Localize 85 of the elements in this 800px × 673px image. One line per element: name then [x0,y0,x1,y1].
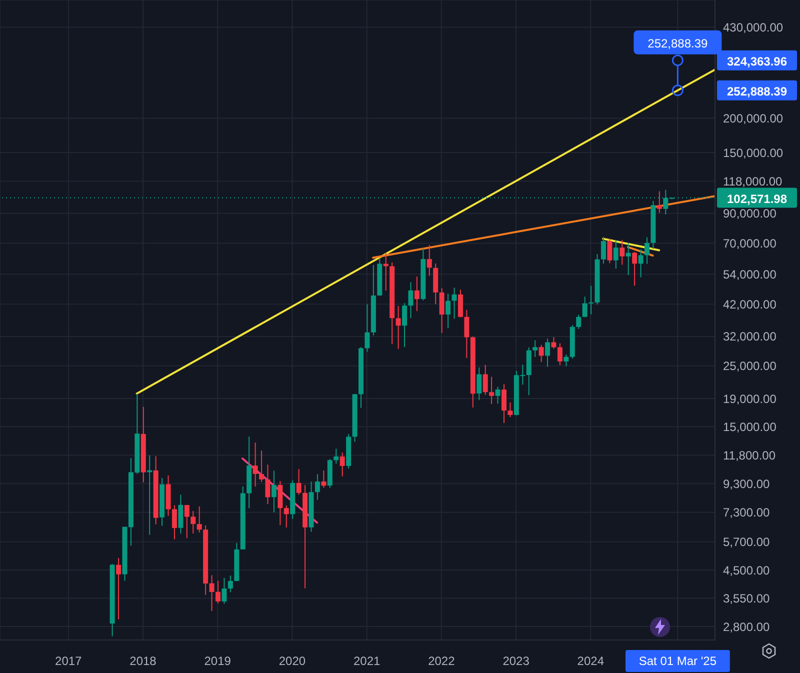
text: 252,888.39 [726,84,788,98]
candlestick [551,336,556,350]
candlestick [489,376,494,404]
candlestick [446,293,451,329]
candlestick [228,575,233,593]
candlestick [265,464,270,505]
x-tick-label: 2020 [278,654,306,668]
x-tick-label: 2023 [502,654,530,668]
candlestick [284,504,289,528]
candlestick [656,190,662,214]
candlestick [178,494,184,534]
y-tick-label: 11,800.00 [723,448,776,462]
candlestick [644,236,650,264]
candlestick [607,238,612,264]
y-tick-label: 90,000.00 [723,206,777,221]
candlestick [576,314,582,330]
candlestick [502,384,506,424]
y-tick-label: 15,000.00 [723,420,777,434]
candlestick [564,354,569,367]
annotation: 252,888.39 [648,36,708,50]
candlestick [638,248,644,278]
candlestick [632,251,638,286]
y-tick-label: 2,800.00 [723,620,770,634]
candlestick [582,296,588,318]
y-tick-label: 19,000.00 [723,392,777,406]
candlestick [196,506,202,533]
candlestick [271,470,276,513]
candlestick [476,366,482,400]
y-tick-label: 5,700.00 [723,535,770,550]
candlestick [588,285,594,315]
x-tick-label: 2022 [428,654,456,668]
candlestick [414,276,420,312]
x-tick-label: 2021 [353,654,380,668]
x-tick-label: Sat 01 Mar '25 [638,654,717,668]
y-tick-label: 430,000.00 [723,20,784,34]
candlestick [532,340,538,358]
candlestick [613,239,618,270]
x-tick-label: 2018 [130,654,157,668]
candlestick [452,287,457,320]
y-tick-label: 4,500.00 [723,563,770,578]
candlestick [209,574,214,612]
candlestick [334,448,339,464]
candlestick [296,468,302,496]
candlestick [259,450,264,483]
candlestick [314,474,320,500]
candlestick [396,305,401,350]
candlestick [252,442,258,488]
candlestick [620,239,625,266]
candlestick [222,577,227,604]
y-tick-label: 42,000.00 [723,297,777,312]
candlestick [508,402,513,418]
candlestick [340,452,345,477]
y-tick-label: 7,300.00 [723,506,770,520]
candlestick [116,558,122,620]
y-tick-label: 54,000.00 [723,267,777,282]
y-tick-label: 9,300.00 [723,476,770,491]
y-tick-label: 25,000.00 [723,359,777,374]
candlestick [426,244,432,276]
candlestick [557,342,562,366]
candlestick [600,236,606,264]
candlestick [216,580,220,604]
candlestick [464,309,470,359]
candlestick [278,480,283,526]
x-tick-label: 2024 [577,654,604,668]
y-tick-label: 118,000.00 [723,174,782,188]
candlestick [626,242,631,276]
candlestick [321,470,326,488]
candlestick [482,364,488,396]
ref-line-label: 102,571.98 [726,192,788,206]
y-tick-label: 70,000.00 [723,236,777,251]
candlestick [458,289,463,318]
x-tick-label: 2019 [204,654,232,668]
y-tick-label: 32,000.00 [723,330,777,344]
y-tick-label: 200,000.00 [723,112,784,126]
candlestick [538,344,544,363]
candlestick [364,304,370,352]
candlestick [545,338,550,368]
candlestick [439,288,444,334]
candlestick [408,282,414,319]
y-tick-label: 150,000.00 [723,146,784,160]
x-tick-label: 2017 [55,654,82,668]
candlestick [495,386,500,404]
text: 324,363.96 [726,54,788,68]
y-tick-label: 3,550.00 [723,592,770,606]
candlestick [402,302,408,348]
